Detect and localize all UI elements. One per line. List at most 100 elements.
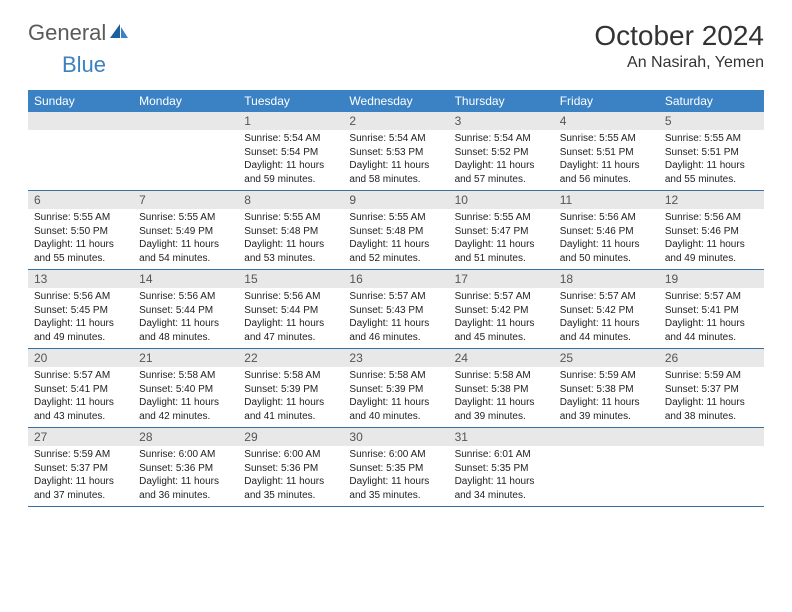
cell-body — [554, 446, 659, 496]
day-number: 9 — [343, 191, 448, 209]
header: General October 2024 An Nasirah, Yemen — [28, 20, 764, 72]
day-number — [28, 112, 133, 130]
calendar-cell: 19Sunrise: 5:57 AMSunset: 5:41 PMDayligh… — [659, 270, 764, 348]
cell-body: Sunrise: 5:56 AMSunset: 5:46 PMDaylight:… — [554, 209, 659, 269]
cell-body: Sunrise: 5:58 AMSunset: 5:38 PMDaylight:… — [449, 367, 554, 427]
day-number: 20 — [28, 349, 133, 367]
cell-body: Sunrise: 5:57 AMSunset: 5:43 PMDaylight:… — [343, 288, 448, 348]
day-header: Thursday — [449, 90, 554, 112]
day-number: 24 — [449, 349, 554, 367]
calendar-cell: 11Sunrise: 5:56 AMSunset: 5:46 PMDayligh… — [554, 191, 659, 269]
day-number: 31 — [449, 428, 554, 446]
day-number: 19 — [659, 270, 764, 288]
day-header: Wednesday — [343, 90, 448, 112]
calendar-cell: 21Sunrise: 5:58 AMSunset: 5:40 PMDayligh… — [133, 349, 238, 427]
day-header: Sunday — [28, 90, 133, 112]
cell-body — [659, 446, 764, 496]
day-number: 25 — [554, 349, 659, 367]
day-number: 23 — [343, 349, 448, 367]
cell-body: Sunrise: 5:57 AMSunset: 5:42 PMDaylight:… — [449, 288, 554, 348]
cell-body: Sunrise: 5:57 AMSunset: 5:42 PMDaylight:… — [554, 288, 659, 348]
cell-body: Sunrise: 5:55 AMSunset: 5:48 PMDaylight:… — [343, 209, 448, 269]
day-number — [659, 428, 764, 446]
day-headers-row: SundayMondayTuesdayWednesdayThursdayFrid… — [28, 90, 764, 112]
calendar: SundayMondayTuesdayWednesdayThursdayFrid… — [28, 90, 764, 507]
logo: General — [28, 20, 132, 46]
calendar-cell: 24Sunrise: 5:58 AMSunset: 5:38 PMDayligh… — [449, 349, 554, 427]
calendar-cell: 17Sunrise: 5:57 AMSunset: 5:42 PMDayligh… — [449, 270, 554, 348]
calendar-cell: 6Sunrise: 5:55 AMSunset: 5:50 PMDaylight… — [28, 191, 133, 269]
calendar-cell: 10Sunrise: 5:55 AMSunset: 5:47 PMDayligh… — [449, 191, 554, 269]
calendar-cell: 27Sunrise: 5:59 AMSunset: 5:37 PMDayligh… — [28, 428, 133, 506]
day-number: 29 — [238, 428, 343, 446]
day-header: Friday — [554, 90, 659, 112]
day-number: 30 — [343, 428, 448, 446]
cell-body: Sunrise: 5:56 AMSunset: 5:46 PMDaylight:… — [659, 209, 764, 269]
cell-body: Sunrise: 5:58 AMSunset: 5:39 PMDaylight:… — [343, 367, 448, 427]
day-number: 3 — [449, 112, 554, 130]
calendar-cell: 30Sunrise: 6:00 AMSunset: 5:35 PMDayligh… — [343, 428, 448, 506]
calendar-cell: 9Sunrise: 5:55 AMSunset: 5:48 PMDaylight… — [343, 191, 448, 269]
calendar-cell: 18Sunrise: 5:57 AMSunset: 5:42 PMDayligh… — [554, 270, 659, 348]
day-number: 2 — [343, 112, 448, 130]
cell-body: Sunrise: 5:55 AMSunset: 5:51 PMDaylight:… — [554, 130, 659, 190]
calendar-week: 13Sunrise: 5:56 AMSunset: 5:45 PMDayligh… — [28, 270, 764, 349]
day-number: 28 — [133, 428, 238, 446]
day-number — [554, 428, 659, 446]
month-title: October 2024 — [594, 20, 764, 52]
day-number: 22 — [238, 349, 343, 367]
calendar-cell: 5Sunrise: 5:55 AMSunset: 5:51 PMDaylight… — [659, 112, 764, 190]
day-number: 17 — [449, 270, 554, 288]
calendar-cell: 8Sunrise: 5:55 AMSunset: 5:48 PMDaylight… — [238, 191, 343, 269]
day-number: 8 — [238, 191, 343, 209]
calendar-cell: 7Sunrise: 5:55 AMSunset: 5:49 PMDaylight… — [133, 191, 238, 269]
calendar-cell: 13Sunrise: 5:56 AMSunset: 5:45 PMDayligh… — [28, 270, 133, 348]
cell-body: Sunrise: 5:56 AMSunset: 5:44 PMDaylight:… — [238, 288, 343, 348]
day-number: 26 — [659, 349, 764, 367]
calendar-cell: 14Sunrise: 5:56 AMSunset: 5:44 PMDayligh… — [133, 270, 238, 348]
calendar-week: 20Sunrise: 5:57 AMSunset: 5:41 PMDayligh… — [28, 349, 764, 428]
calendar-week: 27Sunrise: 5:59 AMSunset: 5:37 PMDayligh… — [28, 428, 764, 507]
day-number: 1 — [238, 112, 343, 130]
logo-text-blue: Blue — [62, 52, 106, 78]
calendar-cell — [133, 112, 238, 190]
day-number: 4 — [554, 112, 659, 130]
day-header: Saturday — [659, 90, 764, 112]
day-number: 6 — [28, 191, 133, 209]
cell-body: Sunrise: 5:54 AMSunset: 5:52 PMDaylight:… — [449, 130, 554, 190]
title-block: October 2024 An Nasirah, Yemen — [594, 20, 764, 72]
cell-body: Sunrise: 5:55 AMSunset: 5:50 PMDaylight:… — [28, 209, 133, 269]
day-number: 7 — [133, 191, 238, 209]
cell-body: Sunrise: 5:59 AMSunset: 5:38 PMDaylight:… — [554, 367, 659, 427]
logo-text-general: General — [28, 20, 106, 46]
calendar-cell: 2Sunrise: 5:54 AMSunset: 5:53 PMDaylight… — [343, 112, 448, 190]
cell-body: Sunrise: 6:00 AMSunset: 5:36 PMDaylight:… — [238, 446, 343, 506]
cell-body: Sunrise: 5:57 AMSunset: 5:41 PMDaylight:… — [659, 288, 764, 348]
calendar-cell: 1Sunrise: 5:54 AMSunset: 5:54 PMDaylight… — [238, 112, 343, 190]
day-number: 27 — [28, 428, 133, 446]
cell-body: Sunrise: 5:55 AMSunset: 5:47 PMDaylight:… — [449, 209, 554, 269]
calendar-cell: 23Sunrise: 5:58 AMSunset: 5:39 PMDayligh… — [343, 349, 448, 427]
calendar-cell — [659, 428, 764, 506]
day-number: 16 — [343, 270, 448, 288]
calendar-cell: 31Sunrise: 6:01 AMSunset: 5:35 PMDayligh… — [449, 428, 554, 506]
cell-body: Sunrise: 5:59 AMSunset: 5:37 PMDaylight:… — [659, 367, 764, 427]
cell-body: Sunrise: 5:56 AMSunset: 5:44 PMDaylight:… — [133, 288, 238, 348]
cell-body: Sunrise: 5:56 AMSunset: 5:45 PMDaylight:… — [28, 288, 133, 348]
location: An Nasirah, Yemen — [594, 54, 764, 72]
calendar-cell: 26Sunrise: 5:59 AMSunset: 5:37 PMDayligh… — [659, 349, 764, 427]
cell-body — [28, 130, 133, 180]
day-header: Tuesday — [238, 90, 343, 112]
cell-body — [133, 130, 238, 180]
day-number: 18 — [554, 270, 659, 288]
calendar-cell — [28, 112, 133, 190]
day-number: 11 — [554, 191, 659, 209]
calendar-cell: 15Sunrise: 5:56 AMSunset: 5:44 PMDayligh… — [238, 270, 343, 348]
cell-body: Sunrise: 5:55 AMSunset: 5:51 PMDaylight:… — [659, 130, 764, 190]
calendar-cell — [554, 428, 659, 506]
cell-body: Sunrise: 5:54 AMSunset: 5:54 PMDaylight:… — [238, 130, 343, 190]
calendar-cell: 4Sunrise: 5:55 AMSunset: 5:51 PMDaylight… — [554, 112, 659, 190]
calendar-cell: 12Sunrise: 5:56 AMSunset: 5:46 PMDayligh… — [659, 191, 764, 269]
cell-body: Sunrise: 5:55 AMSunset: 5:49 PMDaylight:… — [133, 209, 238, 269]
day-number — [133, 112, 238, 130]
